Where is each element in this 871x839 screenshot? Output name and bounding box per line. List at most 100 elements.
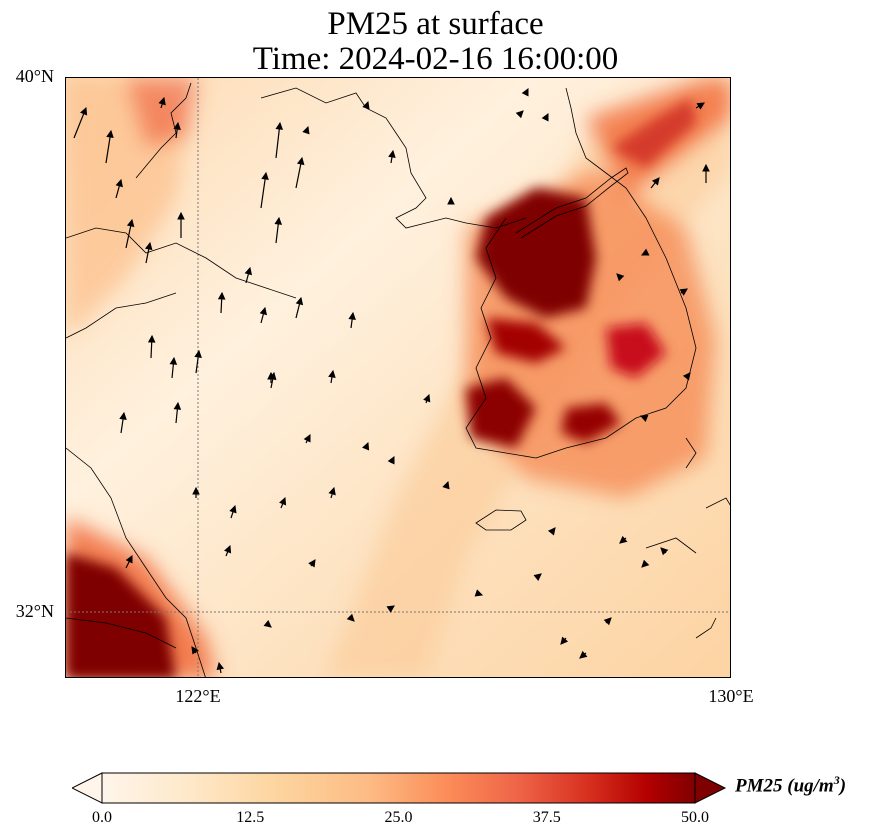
- wind-arrow-head: [169, 356, 178, 365]
- wind-arrow-head: [224, 544, 232, 554]
- wind-arrow-head: [362, 100, 370, 110]
- wind-arrow-head: [386, 605, 395, 613]
- wind-arrow-head: [274, 216, 283, 225]
- coast-korea-south-east: [535, 87, 697, 459]
- map-panel: [65, 77, 731, 678]
- hotspot-shanghai: [66, 553, 176, 677]
- wind-arrow-head: [521, 88, 529, 97]
- wind-arrow-head: [533, 573, 542, 582]
- colorbar-tick-label: 37.5: [532, 809, 561, 826]
- wind-arrow-head: [679, 288, 688, 296]
- coast-liaoning: [135, 82, 527, 229]
- wind-arrow-head: [619, 535, 628, 544]
- colorbar-tick-label: 12.5: [236, 809, 265, 826]
- wind-arrow-head: [295, 296, 304, 306]
- wind-arrow-head: [328, 369, 336, 379]
- wind-arrow-head: [192, 486, 200, 495]
- wind-arrow-head: [217, 291, 226, 300]
- hotspot-east: [606, 323, 666, 378]
- field-nw-corner: [126, 78, 196, 148]
- coast-shandong: [66, 227, 297, 339]
- wind-arrow-head: [125, 554, 133, 564]
- wind-arrow-head: [115, 178, 123, 188]
- wind-arrow-head: [303, 433, 311, 443]
- wind-arrow-head: [119, 411, 127, 420]
- wind-arrow-head: [263, 619, 272, 628]
- wind-arrow-head: [216, 661, 225, 671]
- wind-arrow-head: [279, 496, 287, 506]
- wind-arrow-head: [474, 589, 484, 597]
- wind-arrow-head: [388, 149, 396, 159]
- coast-japan: [645, 437, 730, 639]
- wind-arrow-head: [194, 349, 202, 358]
- coast-korea-west: [465, 217, 537, 459]
- coast-korea-dmz: [515, 167, 629, 239]
- wind-arrow-head: [267, 371, 275, 380]
- map-title: PM25 at surface: [327, 6, 544, 42]
- wind-arrow-head: [447, 196, 455, 205]
- colorbar-min-triangle: [72, 772, 103, 804]
- wind-arrow-head: [387, 456, 395, 465]
- wind-arrow-head: [603, 617, 612, 626]
- hotspot-ne-strip: [611, 98, 696, 168]
- wind-arrow-head: [328, 486, 336, 496]
- wind-arrow-head: [275, 121, 284, 130]
- wind-arrow-head: [158, 96, 166, 106]
- colorbar-gradient: [101, 772, 696, 804]
- lon-label-130e: 130°E: [708, 686, 754, 706]
- wind-arrow-head: [696, 102, 705, 110]
- wind-arrow-head: [423, 393, 431, 403]
- wind-vectors: [73, 88, 710, 674]
- colorbar-tick-label: 0.0: [92, 809, 112, 826]
- wind-arrow-head: [641, 248, 650, 256]
- gridlines: [66, 78, 730, 677]
- wind-arrow-head: [641, 559, 650, 568]
- wind-arrow-head: [173, 121, 181, 130]
- coast-jiangsu: [66, 447, 206, 677]
- wind-arrow-head: [616, 273, 625, 282]
- hotspot-southwest: [466, 378, 536, 448]
- wind-arrow-head: [651, 177, 660, 186]
- wind-arrow-head: [229, 504, 237, 514]
- colorbar-tick-label: 50.0: [681, 809, 709, 826]
- wind-arrow-head: [261, 171, 269, 180]
- wind-arrow-head: [362, 441, 370, 451]
- map-subtitle: Time: 2024-02-16 16:00:00: [252, 41, 619, 77]
- colorbar-tick-label: 25.0: [384, 809, 413, 826]
- wind-arrow-head: [106, 129, 114, 139]
- wind-arrow-head: [177, 211, 185, 220]
- wind-arrow-head: [302, 125, 310, 135]
- colorbar: [72, 772, 727, 804]
- wind-arrow-head: [702, 163, 710, 172]
- wind-arrow-head: [259, 306, 268, 316]
- coastlines: [66, 82, 730, 677]
- lat-label-40n: 40°N: [15, 66, 54, 86]
- wind-arrow-head: [442, 480, 450, 490]
- wind-arrow-head: [80, 106, 88, 116]
- wind-arrow-head: [346, 613, 355, 622]
- wind-arrow-head: [682, 372, 691, 381]
- colorbar-extend-triangle: [694, 772, 727, 804]
- wind-arrow-head: [515, 110, 524, 119]
- coast-jeju: [475, 509, 527, 531]
- hotspot-gyeonggi: [486, 318, 566, 363]
- wind-arrow-head: [348, 311, 356, 320]
- wind-arrow-head: [547, 527, 556, 536]
- wind-arrow-head: [639, 414, 649, 422]
- wind-arrow-head: [560, 636, 569, 645]
- wind-arrow-head: [173, 401, 182, 410]
- wind-arrow-head: [660, 547, 669, 556]
- colorbar-label: PM25 (ug/m3): [735, 773, 847, 797]
- wind-arrow-head: [147, 334, 156, 343]
- hotspot-busan: [561, 403, 621, 443]
- wind-arrow-head: [541, 113, 549, 122]
- wind-arrow-head: [144, 241, 153, 251]
- wind-arrow-head: [308, 559, 316, 568]
- lat-label-32n: 32°N: [15, 601, 54, 621]
- pm25-map: [66, 78, 730, 677]
- wind-arrow-head: [191, 646, 199, 655]
- wind-arrow-head: [126, 218, 135, 228]
- wind-arrow-head: [579, 650, 588, 659]
- lon-label-122e: 122°E: [175, 686, 221, 706]
- pm25-hotspots: [66, 98, 696, 677]
